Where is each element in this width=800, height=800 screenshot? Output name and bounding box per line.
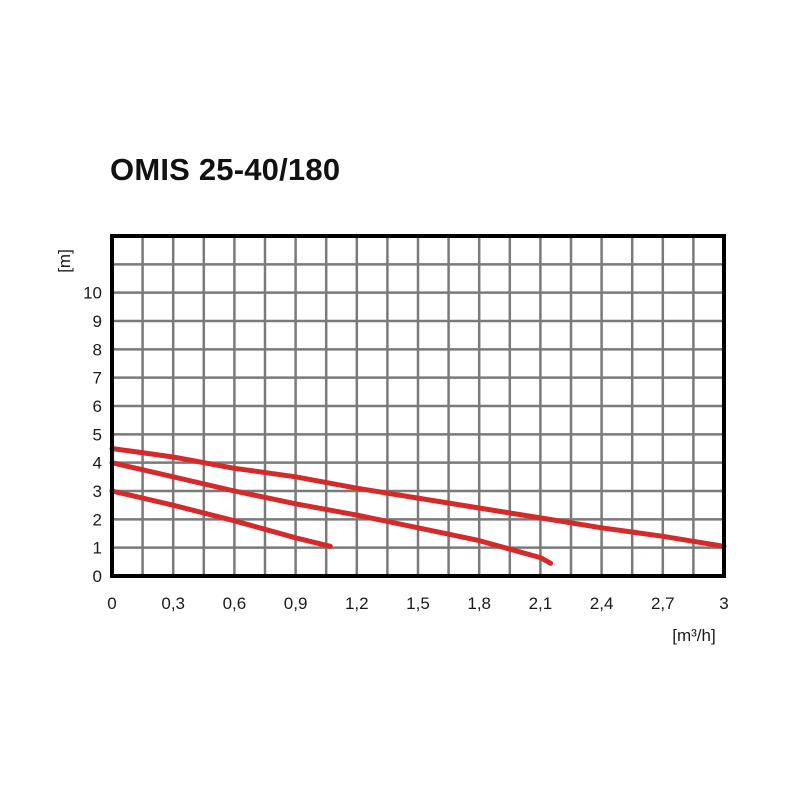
series-line-1 xyxy=(109,446,727,549)
y-tick-label: 8 xyxy=(93,340,102,359)
series-line-3 xyxy=(109,488,333,549)
x-tick-label: 2,7 xyxy=(651,594,675,613)
plot-frame xyxy=(110,234,726,578)
x-tick-label: 0 xyxy=(107,594,116,613)
x-tick-label: 0,6 xyxy=(223,594,247,613)
y-tick-labels: 0 1 2 3 4 5 6 7 8 9 10 xyxy=(83,284,102,586)
y-tick-label: 0 xyxy=(93,567,102,586)
series-line-2 xyxy=(109,460,554,566)
x-axis-label: [m³/h] xyxy=(672,626,715,645)
x-tick-label: 1,5 xyxy=(406,594,430,613)
chart-title: OMIS 25-40/180 xyxy=(110,152,341,187)
y-tick-label: 7 xyxy=(93,369,102,388)
x-tick-label: 1,8 xyxy=(467,594,491,613)
y-tick-label: 3 xyxy=(93,482,102,501)
y-tick-label: 2 xyxy=(93,510,102,529)
y-tick-label: 4 xyxy=(93,454,102,473)
grid xyxy=(112,236,724,576)
x-tick-label: 2,1 xyxy=(529,594,553,613)
y-tick-label: 9 xyxy=(93,312,102,331)
x-tick-label: 2,4 xyxy=(590,594,614,613)
x-tick-label: 0,9 xyxy=(284,594,308,613)
y-tick-label: 10 xyxy=(83,284,102,303)
x-tick-label: 1,2 xyxy=(345,594,369,613)
x-tick-labels: 0 0,3 0,6 0,9 1,2 1,5 1,8 2,1 2,4 2,7 3 xyxy=(107,594,728,613)
y-tick-label: 5 xyxy=(93,425,102,444)
y-tick-label: 1 xyxy=(93,539,102,558)
x-tick-label: 0,3 xyxy=(161,594,185,613)
series-lines xyxy=(109,446,727,566)
y-axis-label: [m] xyxy=(55,249,74,273)
x-tick-label: 3 xyxy=(719,594,728,613)
y-tick-label: 6 xyxy=(93,397,102,416)
